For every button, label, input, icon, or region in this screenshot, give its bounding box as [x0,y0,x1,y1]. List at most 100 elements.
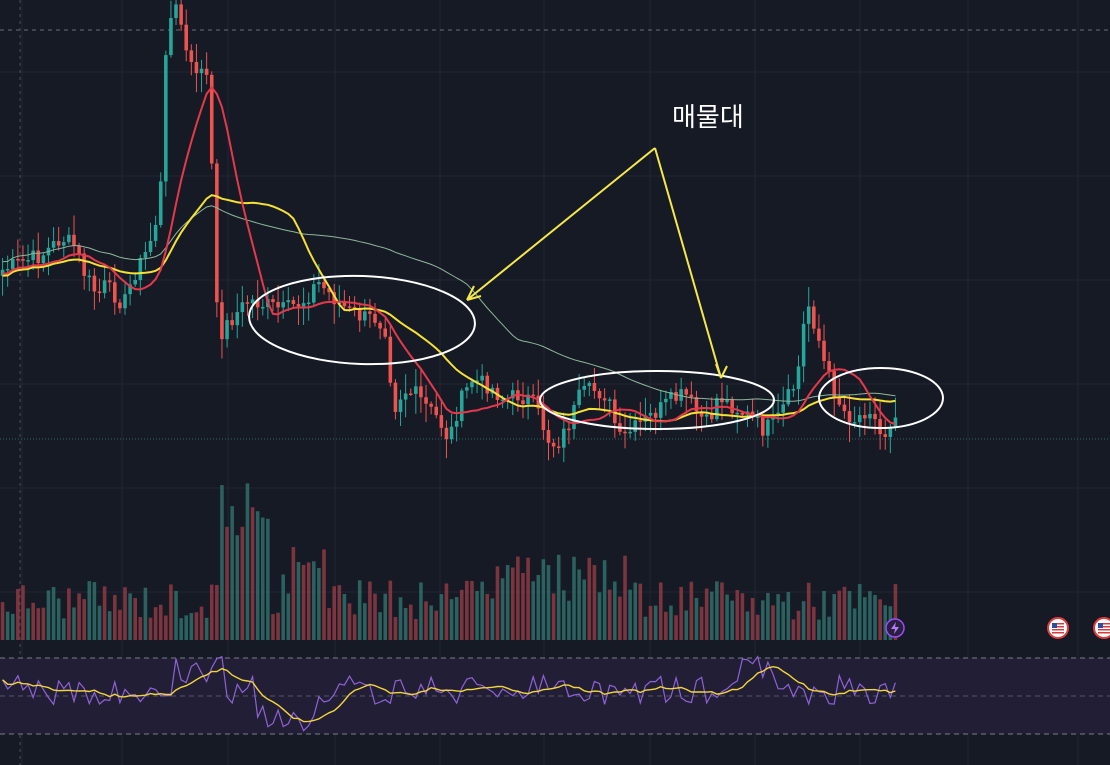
candle[interactable] [541,395,546,440]
candle[interactable] [531,384,535,403]
candle[interactable] [92,268,97,310]
candle[interactable] [444,420,449,459]
candle[interactable] [118,299,122,314]
candle[interactable] [658,389,663,431]
candle[interactable] [888,424,893,454]
candle[interactable] [801,311,806,383]
candle[interactable] [577,374,581,409]
candle[interactable] [582,376,586,397]
candle[interactable] [164,50,168,197]
candle[interactable] [664,390,668,416]
event-icons[interactable] [885,617,1110,639]
candle[interactable] [260,299,265,316]
candle[interactable] [158,172,163,228]
candle[interactable] [791,384,796,397]
candle[interactable] [832,363,837,416]
lightning-icon[interactable] [885,618,905,638]
candle[interactable] [567,423,571,445]
candle[interactable] [536,379,541,416]
candle[interactable] [546,419,551,461]
candle[interactable] [419,369,423,413]
us-flag-icon[interactable] [1047,617,1069,639]
candle[interactable] [597,388,602,410]
candle[interactable] [97,278,102,303]
candle[interactable] [847,394,852,443]
candle[interactable] [766,417,770,448]
candle[interactable] [72,215,76,257]
candle[interactable] [102,263,107,299]
candle[interactable] [67,227,71,245]
candle[interactable] [755,409,760,428]
candle[interactable] [587,380,592,397]
candle[interactable] [363,299,367,327]
candle[interactable] [133,272,137,287]
candle[interactable] [592,367,597,399]
us-flag-icon[interactable] [1093,617,1110,639]
candle[interactable] [893,397,898,431]
candle[interactable] [408,388,413,396]
candle[interactable] [169,0,173,58]
candle[interactable] [806,287,811,342]
candle[interactable] [485,372,490,402]
candle[interactable] [602,388,607,413]
candle[interactable] [352,296,357,317]
candle[interactable] [235,293,240,339]
candle[interactable] [470,378,474,394]
candle[interactable] [5,255,10,287]
candle[interactable] [796,355,801,405]
candle[interactable] [398,389,403,427]
candle[interactable] [378,320,382,340]
candle[interactable] [510,382,515,416]
candle[interactable] [215,159,219,318]
candle[interactable] [347,295,352,312]
candle[interactable] [720,382,724,420]
candle[interactable] [465,383,469,399]
candle[interactable] [857,406,862,437]
candle[interactable] [674,383,678,405]
candle[interactable] [388,323,393,387]
candle[interactable] [459,388,464,428]
candle[interactable] [281,290,285,319]
candle[interactable] [87,269,92,292]
candle[interactable] [383,318,388,339]
candle[interactable] [301,287,306,325]
candle[interactable] [863,402,867,436]
candle[interactable] [449,414,454,444]
candle[interactable] [296,295,301,325]
candle[interactable] [153,215,158,247]
candle[interactable] [368,298,372,328]
candle[interactable] [230,312,234,331]
candle[interactable] [827,352,831,378]
candle[interactable] [148,222,153,256]
candle[interactable] [26,244,30,277]
candle[interactable] [439,401,444,437]
candle[interactable] [143,241,148,270]
candle[interactable] [562,412,566,463]
candle[interactable] [51,227,56,253]
candle[interactable] [817,314,821,349]
candle[interactable] [10,249,15,273]
candle[interactable] [694,390,699,431]
candle[interactable] [184,9,189,62]
candle[interactable] [669,388,673,409]
candle[interactable] [551,438,556,458]
candle[interactable] [189,44,194,76]
candle[interactable] [194,44,199,93]
candle[interactable] [245,295,250,316]
candle[interactable] [240,286,245,327]
candle[interactable] [56,226,61,251]
candle[interactable] [16,239,20,272]
candle[interactable] [291,296,296,309]
candle[interactable] [123,283,127,315]
candle[interactable] [868,401,872,426]
candle[interactable] [480,364,484,400]
candle[interactable] [761,412,765,447]
candle[interactable] [725,385,729,405]
candle[interactable] [684,387,689,415]
candle[interactable] [199,59,204,93]
candle[interactable] [883,419,888,450]
candle[interactable] [822,324,826,370]
candle[interactable] [623,412,627,449]
